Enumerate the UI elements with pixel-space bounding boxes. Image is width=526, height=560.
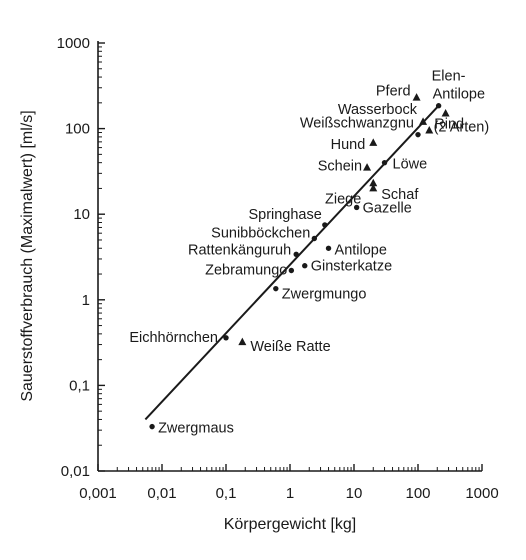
triangle-marker: [238, 337, 247, 346]
circle-marker: [381, 159, 388, 166]
y-tick-label: 0,01: [61, 463, 90, 480]
point-label: Pferd: [376, 84, 411, 100]
point-label: Rattenkänguruh: [188, 242, 291, 258]
point-labels: Zwergmaus Eichhörnchen Weiße Ratte Zwergmun…: [129, 69, 489, 437]
point-label: Antilope: [433, 87, 485, 103]
regression-line-group: [144, 105, 440, 421]
x-tick-label: 1000: [465, 485, 498, 502]
y-axis-title: Sauerstoffverbrauch (Maximalwert) [ml/s]: [19, 110, 36, 401]
y-tick-label: 0,1: [69, 377, 90, 394]
point-label: Schein: [318, 159, 362, 175]
y-tick-label: 10: [73, 206, 90, 223]
x-tick-label: 0,001: [79, 485, 117, 502]
circle-marker: [325, 245, 332, 251]
point-label: Ziege: [325, 191, 361, 207]
x-axis-title: Körpergewicht [kg]: [224, 516, 357, 533]
x-tick-label: 10: [346, 485, 363, 502]
regression-line: [144, 105, 440, 421]
point-label: Sunibböckchen: [211, 226, 310, 242]
point-label: Zwergmungo: [282, 287, 367, 303]
point-label: Wasserbock: [338, 102, 418, 118]
circle-marker: [415, 131, 421, 138]
ticks: 0,001 0,01 0,1 1 10 100 1000 0,01 0,1 1 10 100 1000: [57, 35, 499, 502]
circle-marker: [302, 263, 308, 269]
x-tick-label: 100: [405, 485, 430, 502]
triangle-marker: [419, 117, 428, 125]
triangle-marker: [369, 178, 378, 187]
point-label: Weiße Ratte: [250, 339, 330, 355]
point-label: Gazelle: [363, 200, 412, 216]
point-label: Springhase: [248, 207, 321, 223]
circle-marker: [311, 235, 318, 242]
circle-marker: [353, 204, 360, 211]
point-label: Zwergmaus: [158, 421, 234, 437]
circle-marker: [273, 285, 279, 292]
y-tick-label: 1: [82, 292, 90, 309]
y-tick-label: 100: [65, 121, 90, 138]
point-label: Löwe: [393, 157, 428, 173]
circle-marker: [223, 335, 229, 341]
point-label: (2 Arten): [434, 120, 490, 136]
x-tick-label: 0,01: [147, 485, 176, 502]
triangle-marker: [412, 93, 421, 101]
x-tick-label: 1: [286, 485, 294, 502]
point-label: Hund: [331, 137, 366, 153]
triangle-marker: [369, 138, 378, 146]
data-points: [149, 93, 450, 430]
circle-marker: [293, 251, 299, 258]
circle-marker: [435, 103, 442, 109]
point-label: Elen-: [432, 69, 466, 85]
point-label: Zebramungo: [205, 262, 287, 278]
triangle-marker: [441, 109, 450, 117]
point-label: Weißschwanzgnu: [300, 116, 414, 132]
circle-marker: [322, 222, 328, 228]
point-label: Rind: [434, 117, 464, 133]
point-label: Schaf: [381, 187, 419, 203]
circle-marker: [149, 423, 155, 430]
point-label: Ginsterkatze: [311, 259, 392, 275]
y-tick-label: 1000: [57, 35, 90, 52]
point-label: Antilope: [335, 242, 387, 258]
triangle-marker: [425, 126, 434, 134]
point-label: Eichhörnchen: [129, 330, 218, 346]
circle-marker: [288, 267, 295, 274]
triangle-marker: [369, 183, 378, 192]
triangle-marker: [363, 163, 372, 171]
x-tick-label: 0,1: [216, 485, 237, 502]
